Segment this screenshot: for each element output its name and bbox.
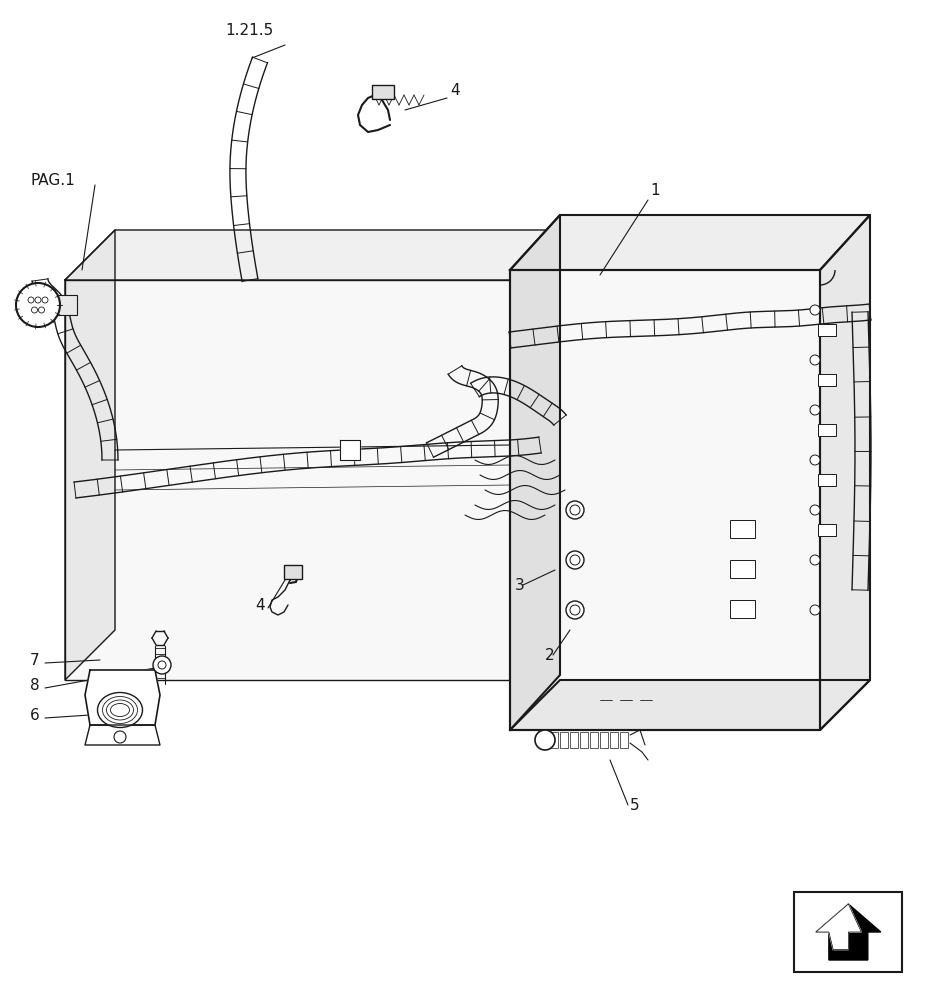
Bar [730, 560, 755, 578]
Bar [818, 424, 836, 436]
Text: PAG.1: PAG.1 [30, 173, 75, 188]
Bar [600, 732, 608, 748]
Circle shape [810, 605, 820, 615]
Circle shape [566, 601, 584, 619]
Bar [730, 520, 755, 538]
Polygon shape [510, 270, 820, 730]
Circle shape [42, 297, 48, 303]
Polygon shape [816, 904, 861, 950]
Circle shape [566, 501, 584, 519]
Text: 3: 3 [515, 578, 525, 593]
Circle shape [535, 730, 555, 750]
Bar [818, 524, 836, 536]
Bar [560, 732, 568, 748]
Polygon shape [816, 904, 881, 960]
Polygon shape [65, 230, 560, 280]
Text: 6: 6 [30, 708, 39, 723]
Circle shape [35, 297, 41, 303]
Circle shape [810, 305, 820, 315]
Bar [818, 374, 836, 386]
Bar [52, 295, 77, 315]
Circle shape [810, 555, 820, 565]
Circle shape [570, 555, 580, 565]
Ellipse shape [106, 700, 133, 720]
Text: 8: 8 [30, 678, 39, 693]
Bar [580, 732, 588, 748]
Text: 1.21.5: 1.21.5 [225, 23, 274, 38]
Text: 7: 7 [30, 653, 39, 668]
Text: 4: 4 [450, 83, 460, 98]
Polygon shape [85, 670, 160, 725]
Circle shape [570, 505, 580, 515]
Bar [284, 565, 302, 579]
Circle shape [39, 307, 44, 313]
Circle shape [16, 283, 60, 327]
Bar [590, 732, 598, 748]
Bar [620, 732, 628, 748]
Polygon shape [340, 440, 360, 460]
Circle shape [570, 605, 580, 615]
Circle shape [566, 551, 584, 569]
Circle shape [28, 297, 34, 303]
Bar [730, 600, 755, 618]
Polygon shape [65, 230, 115, 680]
Circle shape [810, 355, 820, 365]
Polygon shape [510, 215, 560, 730]
Text: 4: 4 [255, 598, 265, 613]
Circle shape [114, 731, 126, 743]
Polygon shape [65, 280, 510, 680]
Bar [818, 324, 836, 336]
Polygon shape [820, 215, 870, 730]
Circle shape [810, 505, 820, 515]
Ellipse shape [111, 704, 130, 716]
Bar [610, 732, 618, 748]
Ellipse shape [98, 692, 143, 728]
Polygon shape [85, 725, 160, 745]
Text: 5: 5 [630, 798, 639, 813]
Polygon shape [510, 680, 870, 730]
Circle shape [32, 307, 38, 313]
Bar [570, 732, 578, 748]
Bar [794, 892, 902, 972]
Circle shape [810, 405, 820, 415]
Polygon shape [510, 215, 870, 270]
Text: 1: 1 [650, 183, 660, 198]
Bar [550, 732, 558, 748]
Bar [818, 474, 836, 486]
Ellipse shape [102, 696, 137, 724]
Text: 2: 2 [545, 648, 555, 663]
Circle shape [153, 656, 171, 674]
Bar [372, 85, 394, 99]
Circle shape [158, 661, 166, 669]
Circle shape [810, 455, 820, 465]
